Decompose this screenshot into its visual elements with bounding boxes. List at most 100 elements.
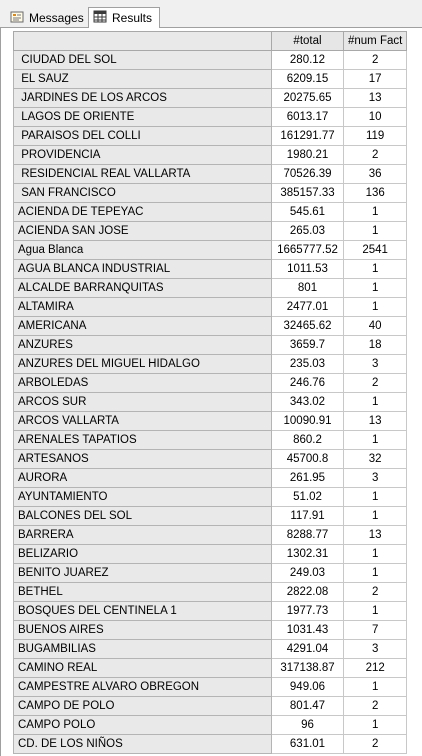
total-cell[interactable]: 4291.04 <box>271 639 344 659</box>
table-row[interactable]: ARBOLEDAS 246.76 2 <box>13 373 408 393</box>
table-row[interactable]: SAN FRANCISCO 385157.33 136 <box>13 183 408 203</box>
table-row[interactable]: RESIDENCIAL REAL VALLARTA 70526.39 36 <box>13 164 408 184</box>
row-name-cell[interactable]: ACIENDA SAN JOSE <box>13 221 272 241</box>
column-header-total[interactable]: #total <box>271 31 344 51</box>
num-fact-cell[interactable]: 1 <box>342 601 408 621</box>
num-fact-cell[interactable]: 1 <box>342 392 408 412</box>
row-name-cell[interactable]: BUGAMBILIAS <box>13 639 272 659</box>
row-name-cell[interactable]: ALCALDE BARRANQUITAS <box>13 278 272 298</box>
total-cell[interactable]: 117.91 <box>271 506 344 526</box>
total-cell[interactable]: 8288.77 <box>271 525 344 545</box>
num-fact-cell[interactable]: 17 <box>342 69 408 89</box>
row-name-cell[interactable]: CIUDAD DEL SOL <box>13 50 272 70</box>
tab-messages[interactable]: Messages <box>6 8 88 28</box>
total-cell[interactable]: 246.76 <box>271 373 344 393</box>
total-cell[interactable]: 261.95 <box>271 468 344 488</box>
row-name-cell[interactable]: ARCOS VALLARTA <box>13 411 272 431</box>
row-name-cell[interactable]: CAMINO REAL <box>13 658 272 678</box>
table-row[interactable]: ARCOS SUR 343.02 1 <box>13 392 408 412</box>
num-fact-cell[interactable]: 2541 <box>342 240 408 260</box>
table-row[interactable]: BUGAMBILIAS 4291.04 3 <box>13 639 408 659</box>
num-fact-cell[interactable]: 136 <box>342 183 408 203</box>
num-fact-cell[interactable]: 1 <box>342 487 408 507</box>
num-fact-cell[interactable]: 10 <box>342 107 408 127</box>
table-row[interactable]: LAGOS DE ORIENTE 6013.17 10 <box>13 107 408 127</box>
table-row[interactable]: BENITO JUAREZ 249.03 1 <box>13 563 408 583</box>
num-fact-cell[interactable]: 1 <box>342 563 408 583</box>
row-name-cell[interactable]: AURORA <box>13 468 272 488</box>
num-fact-cell[interactable]: 1 <box>342 544 408 564</box>
table-row[interactable]: CD. DE LOS NIÑOS 631.01 2 <box>13 734 408 754</box>
row-name-cell[interactable]: EL SAUZ <box>13 69 272 89</box>
table-row[interactable]: ARCOS VALLARTA 10090.91 13 <box>13 411 408 431</box>
total-cell[interactable]: 860.2 <box>271 430 344 450</box>
total-cell[interactable]: 2822.08 <box>271 582 344 602</box>
table-row[interactable]: BUENOS AIRES 1031.43 7 <box>13 620 408 640</box>
num-fact-cell[interactable]: 1 <box>342 715 408 735</box>
total-cell[interactable]: 45700.8 <box>271 449 344 469</box>
row-name-cell[interactable]: JARDINES DE LOS ARCOS <box>13 88 272 108</box>
row-name-cell[interactable]: AGUA BLANCA INDUSTRIAL <box>13 259 272 279</box>
row-name-cell[interactable]: ANZURES <box>13 335 272 355</box>
num-fact-cell[interactable]: 1 <box>342 202 408 222</box>
total-cell[interactable]: 265.03 <box>271 221 344 241</box>
row-name-cell[interactable]: SAN FRANCISCO <box>13 183 272 203</box>
row-name-cell[interactable]: ARBOLEDAS <box>13 373 272 393</box>
total-cell[interactable]: 2477.01 <box>271 297 344 317</box>
tab-results[interactable]: Results <box>88 7 160 29</box>
row-name-cell[interactable]: BARRERA <box>13 525 272 545</box>
num-fact-cell[interactable]: 1 <box>342 278 408 298</box>
num-fact-cell[interactable]: 212 <box>342 658 408 678</box>
table-row[interactable]: AMERICANA 32465.62 40 <box>13 316 408 336</box>
row-name-cell[interactable]: ARENALES TAPATIOS <box>13 430 272 450</box>
row-name-cell[interactable]: BETHEL <box>13 582 272 602</box>
row-name-cell[interactable]: ACIENDA DE TEPEYAC <box>13 202 272 222</box>
num-fact-cell[interactable]: 13 <box>342 525 408 545</box>
table-row[interactable]: ANZURES 3659.7 18 <box>13 335 408 355</box>
table-row[interactable]: ACIENDA SAN JOSE 265.03 1 <box>13 221 408 241</box>
total-cell[interactable]: 801.47 <box>271 696 344 716</box>
total-cell[interactable]: 949.06 <box>271 677 344 697</box>
num-fact-cell[interactable]: 3 <box>342 468 408 488</box>
num-fact-cell[interactable]: 2 <box>342 50 408 70</box>
table-row[interactable]: Agua Blanca 1665777.52 2541 <box>13 240 408 260</box>
table-row[interactable]: BALCONES DEL SOL 117.91 1 <box>13 506 408 526</box>
row-name-cell[interactable]: PROVIDENCIA <box>13 145 272 165</box>
table-row[interactable]: AYUNTAMIENTO 51.02 1 <box>13 487 408 507</box>
num-fact-cell[interactable]: 119 <box>342 126 408 146</box>
results-grid[interactable]: #total #num Fact CIUDAD DEL SOL 280.12 2 E… <box>0 28 422 756</box>
num-fact-cell[interactable]: 1 <box>342 297 408 317</box>
row-name-cell[interactable]: AYUNTAMIENTO <box>13 487 272 507</box>
table-row[interactable]: CIUDAD DEL SOL 280.12 2 <box>13 50 408 70</box>
table-row[interactable]: BOSQUES DEL CENTINELA 1 1977.73 1 <box>13 601 408 621</box>
total-cell[interactable]: 6013.17 <box>271 107 344 127</box>
total-cell[interactable]: 6209.15 <box>271 69 344 89</box>
total-cell[interactable]: 631.01 <box>271 734 344 754</box>
row-name-cell[interactable]: CAMPO DE POLO <box>13 696 272 716</box>
total-cell[interactable]: 545.61 <box>271 202 344 222</box>
table-row[interactable]: BARRERA 8288.77 13 <box>13 525 408 545</box>
total-cell[interactable]: 32465.62 <box>271 316 344 336</box>
num-fact-cell[interactable]: 1 <box>342 221 408 241</box>
num-fact-cell[interactable]: 3 <box>342 354 408 374</box>
row-name-cell[interactable]: ALTAMIRA <box>13 297 272 317</box>
total-cell[interactable]: 3659.7 <box>271 335 344 355</box>
row-name-cell[interactable]: RESIDENCIAL REAL VALLARTA <box>13 164 272 184</box>
table-row[interactable]: CAMINO REAL 317138.87 212 <box>13 658 408 678</box>
table-row[interactable]: CAMPESTRE ALVARO OBREGON 949.06 1 <box>13 677 408 697</box>
num-fact-cell[interactable]: 2 <box>342 582 408 602</box>
total-cell[interactable]: 70526.39 <box>271 164 344 184</box>
row-name-cell[interactable]: AMERICANA <box>13 316 272 336</box>
table-row[interactable]: ACIENDA DE TEPEYAC 545.61 1 <box>13 202 408 222</box>
table-row[interactable]: EL SAUZ 6209.15 17 <box>13 69 408 89</box>
table-row[interactable]: BELIZARIO 1302.31 1 <box>13 544 408 564</box>
num-fact-cell[interactable]: 2 <box>342 145 408 165</box>
total-cell[interactable]: 385157.33 <box>271 183 344 203</box>
total-cell[interactable]: 1302.31 <box>271 544 344 564</box>
total-cell[interactable]: 1011.53 <box>271 259 344 279</box>
row-name-cell[interactable]: Agua Blanca <box>13 240 272 260</box>
row-name-cell[interactable]: CD. DE LOS NIÑOS <box>13 734 272 754</box>
row-name-cell[interactable]: PARAISOS DEL COLLI <box>13 126 272 146</box>
row-name-cell[interactable]: BOSQUES DEL CENTINELA 1 <box>13 601 272 621</box>
num-fact-cell[interactable]: 1 <box>342 677 408 697</box>
